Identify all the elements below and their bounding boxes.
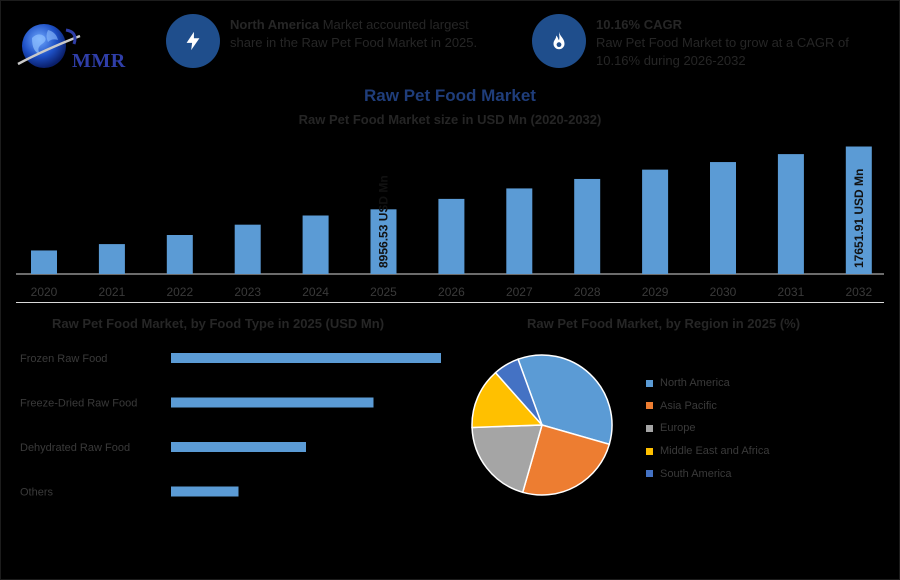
- info-bold-2: 10.16% CAGR: [596, 17, 682, 32]
- info-body-2: Raw Pet Food Market to grow at a CAGR of…: [596, 35, 849, 68]
- hbar-dehydrated-raw-food: [171, 442, 306, 452]
- x-tick-label: 2028: [574, 285, 601, 299]
- pie-slice-europe: [471, 424, 544, 494]
- chart-title: Raw Pet Food Market: [364, 86, 536, 105]
- legend-item: South America: [646, 462, 769, 485]
- info-bold-1: North America: [230, 17, 320, 32]
- mmr-logo: [14, 16, 144, 78]
- x-tick-label: 2023: [234, 285, 261, 299]
- legend-label: Asia Pacific: [660, 399, 717, 412]
- food-type-title: Raw Pet Food Market, by Food Type in 202…: [52, 316, 385, 331]
- x-tick-label: 2027: [506, 285, 533, 299]
- globe-icon: [17, 24, 81, 68]
- flame-icon: [532, 14, 586, 68]
- category-label: Dehydrated Raw Food: [20, 442, 130, 454]
- hbar-others: [171, 486, 239, 497]
- pie-slice-south-america: [494, 358, 543, 426]
- info-body-1: Market accounted largest share in the Ra…: [230, 17, 478, 50]
- lightning-icon: [166, 14, 220, 68]
- legend-item: Asia Pacific: [646, 395, 769, 418]
- info-text-2: 10.16% CAGR Raw Pet Food Market to grow …: [596, 16, 882, 70]
- legend-swatch: [646, 447, 653, 455]
- food-type-bar-chart: Frozen Raw Food Freeze-Dried Raw Food Dehy…: [20, 353, 441, 499]
- legend-swatch: [646, 424, 653, 432]
- region-legend: North America Asia Pacific Europe Middle Ea…: [646, 372, 769, 485]
- category-label: Frozen Raw Food: [20, 353, 107, 365]
- hbar-frozen-raw-food: [171, 353, 441, 363]
- legend-swatch: [646, 402, 653, 410]
- x-tick-label: 2030: [710, 285, 737, 299]
- bar-2032: [845, 146, 872, 274]
- legend-item: North America: [646, 372, 769, 395]
- hbar-freeze-dried-raw-food: [171, 397, 374, 408]
- x-tick-label: 2022: [166, 285, 193, 299]
- section-divider: [16, 302, 884, 303]
- market-size-bar-chart: 2020 2021 2022 2023 2024 2025 8956.53 USD Mn 20…: [16, 146, 884, 299]
- x-tick-label: 2029: [642, 285, 669, 299]
- bar-2031: [777, 154, 804, 274]
- legend-label: Middle East and Africa: [660, 445, 770, 458]
- bar-2023: [234, 224, 261, 274]
- bar-2026: [438, 198, 465, 274]
- legend-item: Europe: [646, 417, 769, 440]
- bar-2020: [31, 250, 57, 274]
- data-label: 8956.53 USD Mn: [377, 175, 391, 268]
- bar-2025: [370, 209, 397, 274]
- x-tick-label: 2031: [778, 285, 805, 299]
- chart-subtitle: Raw Pet Food Market size in USD Mn (2020…: [298, 112, 602, 127]
- pie-slice-middle-east-and-africa: [471, 371, 544, 429]
- x-tick-label: 2026: [438, 285, 465, 299]
- bar-2028: [574, 178, 601, 274]
- x-tick-label: 2024: [302, 285, 329, 299]
- bar-2022: [166, 235, 193, 274]
- data-label: 17651.91 USD Mn: [852, 169, 866, 268]
- legend-label: South America: [660, 467, 732, 480]
- legend-swatch: [646, 379, 653, 387]
- logo-text: MMR: [72, 50, 126, 72]
- x-tick-label: 2021: [99, 285, 126, 299]
- bar-2030: [710, 162, 736, 274]
- legend-label: Europe: [660, 422, 696, 435]
- bar-2029: [642, 169, 669, 274]
- region-pie-chart: [471, 354, 613, 496]
- bar-2021: [98, 244, 125, 274]
- x-tick-label: 2025: [370, 285, 397, 299]
- x-tick-label: 2032: [845, 285, 872, 299]
- legend-item: Middle East and Africa: [646, 440, 769, 463]
- x-tick-label: 2020: [31, 285, 58, 299]
- pie-slice-asia-pacific: [521, 424, 611, 496]
- category-label: Freeze-Dried Raw Food: [20, 398, 137, 410]
- legend-label: North America: [660, 377, 730, 390]
- region-title: Raw Pet Food Market, by Region in 2025 (…: [527, 316, 801, 331]
- info-text-1: North America Market accounted largest s…: [230, 16, 496, 52]
- bar-2027: [506, 188, 533, 274]
- category-label: Others: [20, 487, 54, 499]
- legend-swatch: [646, 470, 653, 478]
- bar-2024: [302, 215, 329, 274]
